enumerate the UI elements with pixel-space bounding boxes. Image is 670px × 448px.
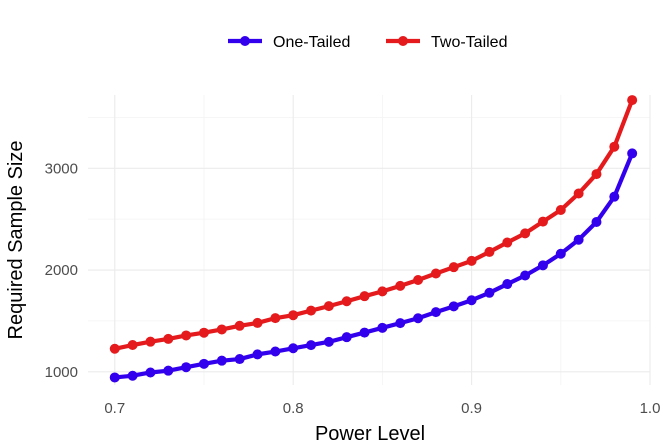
data-point-two-tailed [270, 313, 281, 324]
data-point-two-tailed [466, 255, 477, 266]
data-point-two-tailed [430, 268, 441, 279]
x-tick-label: 0.7 [104, 400, 125, 417]
legend-label: Two-Tailed [431, 34, 507, 51]
data-point-two-tailed [377, 286, 388, 297]
data-point-two-tailed [323, 301, 334, 312]
legend-label: One-Tailed [273, 34, 350, 51]
data-point-one-tailed [537, 260, 548, 271]
data-point-two-tailed [520, 228, 531, 239]
axis-layer: 0.7 0.8 0.9 1.0 1000 2000 3000 [45, 160, 661, 417]
y-tick-label: 1000 [45, 364, 78, 381]
data-point-two-tailed [252, 317, 263, 328]
data-point-two-tailed [198, 327, 209, 338]
legend-item-one-tailed: One-Tailed [228, 34, 350, 51]
data-point-one-tailed [448, 301, 459, 312]
y-tick-label: 3000 [45, 160, 78, 177]
series-line-one-tailed [112, 151, 635, 380]
data-point-two-tailed [288, 310, 299, 321]
data-point-two-tailed [395, 280, 406, 291]
data-point-one-tailed [234, 354, 245, 365]
data-point-two-tailed [537, 216, 548, 227]
legend-key-point [398, 36, 408, 46]
data-point-one-tailed [306, 340, 317, 351]
data-point-two-tailed [145, 336, 156, 347]
series-two-tailed [109, 95, 638, 354]
series-one-tailed [109, 148, 638, 383]
x-tick-label: 0.8 [283, 400, 304, 417]
x-tick-label: 1.0 [640, 400, 661, 417]
data-point-two-tailed [163, 333, 174, 344]
data-point-one-tailed [198, 358, 209, 369]
y-tick-label: 2000 [45, 262, 78, 279]
data-point-one-tailed [520, 270, 531, 281]
data-point-two-tailed [448, 262, 459, 273]
data-point-one-tailed [555, 248, 566, 259]
data-point-one-tailed [288, 343, 299, 354]
data-point-one-tailed [573, 234, 584, 245]
x-tick-label: 0.9 [461, 400, 482, 417]
data-point-one-tailed [395, 318, 406, 329]
data-point-one-tailed [181, 362, 192, 373]
data-point-one-tailed [127, 370, 138, 381]
data-point-one-tailed [109, 372, 120, 383]
data-point-one-tailed [627, 148, 638, 159]
x-axis-title: Power Level [315, 423, 425, 445]
legend: One-Tailed Two-Tailed [228, 34, 507, 51]
data-point-two-tailed [573, 188, 584, 199]
data-point-two-tailed [609, 141, 620, 152]
series-layer [109, 95, 638, 383]
data-point-one-tailed [323, 336, 334, 347]
data-point-one-tailed [359, 327, 370, 338]
y-axis-title: Required Sample Size [5, 141, 27, 340]
data-point-two-tailed [127, 340, 138, 351]
data-point-one-tailed [341, 332, 352, 343]
data-point-one-tailed [502, 279, 513, 290]
data-point-two-tailed [627, 95, 638, 106]
data-point-one-tailed [591, 216, 602, 227]
data-point-two-tailed [181, 330, 192, 341]
data-point-one-tailed [377, 322, 388, 333]
data-point-two-tailed [306, 305, 317, 316]
data-point-two-tailed [591, 169, 602, 180]
data-point-two-tailed [341, 296, 352, 307]
data-point-two-tailed [359, 291, 370, 302]
series-line-two-tailed [112, 97, 635, 351]
data-point-one-tailed [163, 365, 174, 376]
legend-key-point [240, 36, 250, 46]
data-point-two-tailed [502, 237, 513, 248]
data-point-one-tailed [609, 191, 620, 202]
data-point-one-tailed [216, 355, 227, 366]
data-point-two-tailed [484, 246, 495, 257]
data-point-one-tailed [270, 346, 281, 357]
data-point-two-tailed [234, 320, 245, 331]
data-point-two-tailed [109, 343, 120, 354]
data-point-one-tailed [484, 287, 495, 298]
grid [88, 95, 651, 385]
data-point-one-tailed [145, 367, 156, 378]
data-point-one-tailed [430, 307, 441, 318]
data-point-one-tailed [466, 295, 477, 306]
data-point-two-tailed [216, 324, 227, 335]
data-point-one-tailed [413, 313, 424, 324]
data-point-two-tailed [413, 274, 424, 285]
data-point-two-tailed [555, 204, 566, 215]
data-point-one-tailed [252, 349, 263, 360]
legend-item-two-tailed: Two-Tailed [386, 34, 507, 51]
